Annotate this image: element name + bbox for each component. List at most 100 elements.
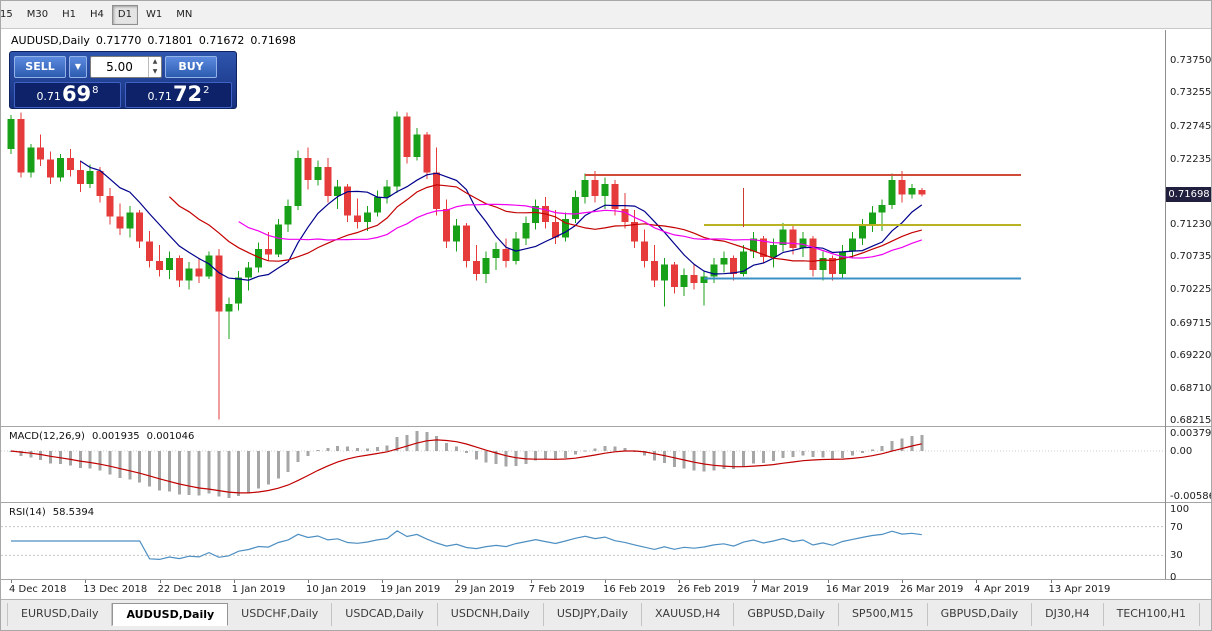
date-axis-label: 16 Feb 2019 (603, 584, 666, 595)
chevron-down-icon: ▼ (74, 62, 82, 71)
date-axis-label: 16 Mar 2019 (825, 584, 890, 595)
rsi-label: RSI(14) 58.5394 (9, 507, 101, 518)
date-axis: 4 Dec 2018 13 Dec 2018 22 Dec 2018 1 Jan 20… (1, 580, 1165, 599)
date-tick (902, 580, 903, 583)
sell-price-sup: 8 (92, 85, 99, 96)
lot-size-field[interactable]: 5.00 ▲ ▼ (90, 56, 162, 78)
date-axis-label: 22 Dec 2018 (157, 584, 222, 595)
date-axis-label: 26 Mar 2019 (900, 584, 964, 595)
date-tick (159, 580, 161, 583)
price-axis-label: 0.69715 (1170, 317, 1212, 329)
lot-size-value: 5.00 (106, 60, 133, 74)
timeframe-button-15[interactable]: 15 (0, 9, 13, 20)
open-value: 0.71770 (95, 34, 142, 47)
price-axis-label: 0.73255 (1170, 87, 1212, 99)
price-axis-label: 0.71230 (1170, 219, 1212, 231)
chart-tab-dj30-h4[interactable]: DJ30,H4 (1032, 603, 1104, 626)
price-axis-label: 0.68215 (1170, 415, 1212, 427)
timeframe-toolbar: 15 M30 H1 H4 D1 W1 MN (0, 1, 1211, 29)
buy-price-button[interactable]: 0.71 72 2 (125, 82, 232, 108)
macd-name: MACD(12,26,9) (9, 431, 85, 442)
macd-axis-label: 0.00 (1170, 446, 1193, 458)
low-value: 0.71672 (198, 34, 245, 47)
chart-tab-eurusd-daily[interactable]: EURUSD,Daily (7, 603, 113, 626)
lot-decrease-button[interactable]: ▼ (152, 68, 158, 75)
rsi-axis-label: 100 (1170, 504, 1190, 515)
date-axis-label: 13 Dec 2018 (83, 584, 148, 595)
timeframe-button-w1[interactable]: W1 (145, 9, 163, 20)
chart-symbol-label: AUDUSD,Daily (11, 34, 90, 47)
chart-tab-xauusd-h4[interactable]: XAUUSD,H4 (642, 603, 735, 626)
date-tick (85, 580, 87, 583)
date-tick (679, 580, 681, 583)
sell-price-button[interactable]: 0.71 69 8 (14, 82, 121, 108)
chart-tab-sp500-m15[interactable]: SP500,M15 (839, 603, 928, 626)
price-axis-label: 0.70735 (1170, 251, 1212, 263)
timeframe-button-h1[interactable]: H1 (62, 9, 76, 20)
buy-button[interactable]: BUY (165, 56, 217, 78)
date-tick (382, 580, 384, 583)
date-tick (605, 580, 606, 583)
date-tick (1050, 580, 1052, 583)
price-axis-label: 0.72745 (1170, 120, 1212, 132)
price-axis-label: 0.70225 (1170, 284, 1212, 296)
chart-tab-gbpusd-daily[interactable]: GBPUSD,Daily (928, 603, 1033, 626)
date-axis-label: 29 Jan 2019 (454, 584, 515, 595)
date-tick (976, 580, 978, 583)
lot-increase-button[interactable]: ▲ (152, 58, 158, 65)
buy-price-big: 72 (172, 82, 203, 106)
chart-tab-gbpusd-daily[interactable]: GBPUSD,Daily (734, 603, 839, 626)
date-axis-label: 4 Apr 2019 (974, 584, 1030, 595)
macd-axis-label: 0.003793 (1170, 428, 1212, 439)
timeframe-button-h4[interactable]: H4 (89, 9, 104, 20)
rsi-axis-label: 0 (1170, 572, 1177, 583)
chart-tab-tech100-h1[interactable]: TECH100,H1 (1104, 603, 1200, 626)
price-axis-border (1165, 30, 1166, 579)
timeframe-button-d1[interactable]: D1 (111, 4, 138, 25)
date-tick (753, 580, 755, 583)
price-axis-label: 0.73750 (1170, 55, 1212, 67)
chart-tab-audusd-daily[interactable]: AUDUSD,Daily (112, 603, 229, 626)
panel-separator (1, 502, 1211, 503)
macd-main-value: 0.001935 (91, 431, 140, 442)
date-axis-label: 13 Apr 2019 (1048, 584, 1111, 595)
price-axis-label: 0.69220 (1170, 349, 1212, 361)
date-tick (456, 580, 458, 583)
date-axis-label: 4 Dec 2018 (9, 584, 67, 595)
chart-tab-usdcnh-daily[interactable]: USDCNH,Daily (438, 603, 544, 626)
timeframe-button-m30[interactable]: M30 (26, 9, 49, 20)
date-tick (11, 580, 12, 583)
macd-axis-label: -0.005864 (1170, 491, 1211, 502)
timeframe-button-mn[interactable]: MN (176, 9, 193, 20)
date-axis-label: 10 Jan 2019 (306, 584, 366, 595)
sell-price-prefix: 0.71 (36, 90, 61, 103)
chart-tab-bar: EURUSD,Daily AUDUSD,Daily USDCHF,Daily USDC… (1, 599, 1211, 630)
panel-separator (1, 579, 1211, 580)
rsi-name: RSI(14) (9, 507, 46, 518)
chart-tab-usdcad-daily[interactable]: USDCAD,Daily (332, 603, 438, 626)
order-options-dropdown[interactable]: ▼ (69, 56, 87, 78)
buy-price-sup: 2 (203, 85, 210, 96)
date-tick (827, 580, 829, 583)
macd-label: MACD(12,26,9) 0.001935 0.001046 (9, 431, 201, 442)
date-tick (233, 580, 235, 583)
rsi-value: 58.5394 (52, 507, 95, 518)
macd-signal-value: 0.001046 (146, 431, 195, 442)
date-axis-label: 7 Mar 2019 (751, 584, 809, 595)
chart-tab-usdchf-daily[interactable]: USDCHF,Daily (228, 603, 333, 626)
close-value: 0.71698 (250, 34, 296, 47)
current-price-tag: 0.71698 (1166, 186, 1211, 202)
high-value: 0.71801 (147, 34, 193, 47)
price-axis-label: 0.68710 (1170, 382, 1212, 394)
date-tick (530, 580, 532, 583)
price-axis-label: 0.72235 (1170, 153, 1212, 165)
date-axis-label: 26 Feb 2019 (677, 584, 740, 595)
date-tick (308, 580, 309, 583)
panel-separator (1, 426, 1211, 427)
chart-tab-usdjpy-daily[interactable]: USDJPY,Daily (544, 603, 643, 626)
rsi-axis-label: 30 (1170, 550, 1183, 562)
sell-price-big: 69 (61, 82, 92, 106)
sell-button[interactable]: SELL (14, 56, 66, 78)
date-axis-label: 1 Jan 2019 (231, 584, 286, 595)
